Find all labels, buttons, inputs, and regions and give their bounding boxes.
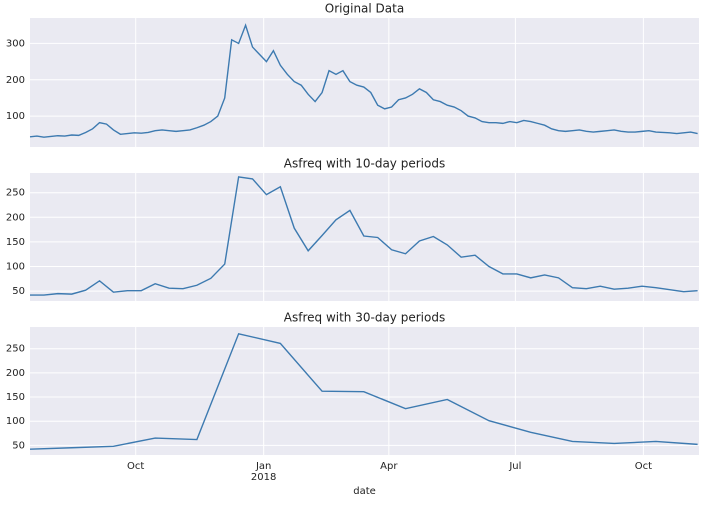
x-tick-label: Jan	[255, 461, 271, 472]
y-tick-label: 150	[6, 392, 25, 403]
data-line	[30, 176, 698, 296]
y-tick-label: 150	[6, 237, 25, 248]
y-tick-label: 100	[6, 111, 25, 122]
x-tick-label: Jul	[508, 461, 521, 472]
y-tick-label: 250	[6, 344, 25, 355]
data-line	[29, 332, 698, 450]
y-tick-label: 100	[6, 262, 25, 273]
y-tick-label: 50	[12, 440, 25, 451]
y-tick-label: 300	[6, 38, 25, 49]
y-tick-label: 250	[6, 188, 25, 199]
y-tick-label: 100	[6, 416, 25, 427]
data-line	[29, 23, 698, 138]
plot-area	[30, 18, 699, 147]
x-axis-label: date	[353, 486, 376, 497]
y-tick-label: 200	[6, 368, 25, 379]
y-tick-label: 200	[6, 75, 25, 86]
y-tick-label: 200	[6, 212, 25, 223]
chart-title: Original Data	[325, 2, 404, 16]
x-tick-label: Apr	[380, 461, 398, 472]
x-tick-sublabel: 2018	[251, 472, 276, 483]
x-tick-label: Oct	[635, 461, 652, 472]
y-tick-label: 50	[12, 286, 25, 297]
plot-area	[30, 327, 699, 455]
x-tick-label: Oct	[127, 461, 144, 472]
chart-title: Asfreq with 10-day periods	[284, 157, 445, 171]
chart-title: Asfreq with 30-day periods	[284, 311, 445, 325]
plot-area	[30, 173, 699, 301]
